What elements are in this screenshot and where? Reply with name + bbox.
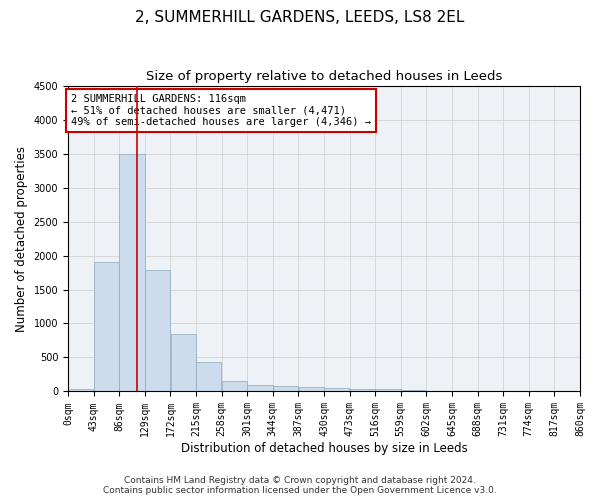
Bar [401, 390, 426, 392]
Text: 2 SUMMERHILL GARDENS: 116sqm
← 51% of detached houses are smaller (4,471)
49% of: 2 SUMMERHILL GARDENS: 116sqm ← 51% of de… [71, 94, 371, 127]
Bar [376, 390, 401, 392]
Title: Size of property relative to detached houses in Leeds: Size of property relative to detached ho… [146, 70, 502, 83]
Bar [273, 386, 298, 392]
Bar [350, 389, 375, 392]
Bar [119, 154, 145, 392]
Text: Contains HM Land Registry data © Crown copyright and database right 2024.
Contai: Contains HM Land Registry data © Crown c… [103, 476, 497, 495]
Bar [68, 390, 94, 392]
Text: 2, SUMMERHILL GARDENS, LEEDS, LS8 2EL: 2, SUMMERHILL GARDENS, LEEDS, LS8 2EL [136, 10, 464, 25]
Bar [299, 387, 324, 392]
Bar [196, 362, 221, 392]
Bar [94, 262, 119, 392]
Bar [145, 270, 170, 392]
Y-axis label: Number of detached properties: Number of detached properties [15, 146, 28, 332]
X-axis label: Distribution of detached houses by size in Leeds: Distribution of detached houses by size … [181, 442, 467, 455]
Bar [222, 380, 247, 392]
Bar [324, 388, 349, 392]
Bar [247, 384, 272, 392]
Bar [170, 334, 196, 392]
